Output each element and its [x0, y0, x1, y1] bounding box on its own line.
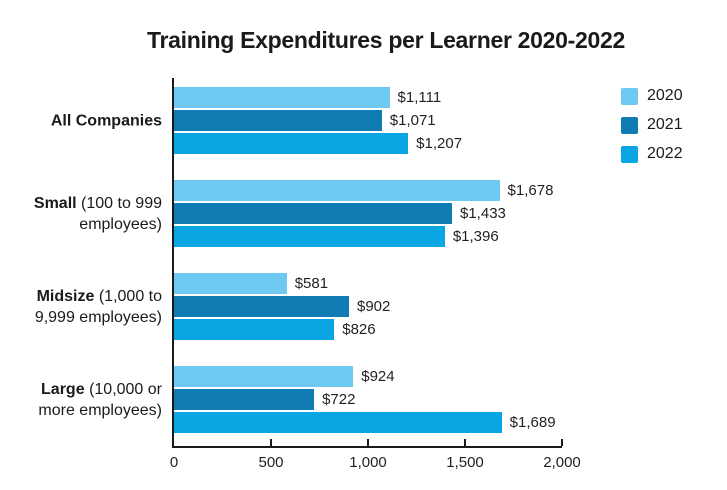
- bar-2022: [174, 226, 445, 247]
- bar-row-2022: $826: [174, 319, 562, 340]
- bar-2021: [174, 110, 382, 131]
- x-axis-tick: [561, 439, 563, 446]
- x-axis-tick: [464, 439, 466, 446]
- bar-row-2022: $1,689: [174, 412, 562, 433]
- legend-swatch-2021: [621, 116, 638, 134]
- bar-2020: [174, 273, 287, 294]
- bar-2020: [174, 180, 500, 201]
- category-label: Midsize (1,000 to 9,999 employees): [4, 286, 162, 328]
- legend-item-2020: 2020: [621, 87, 683, 105]
- legend-swatch-2022: [621, 145, 638, 163]
- bar-2021: [174, 203, 452, 224]
- x-axis-tick-label: 1,000: [349, 454, 387, 471]
- category-name: All Companies: [50, 112, 162, 129]
- bar-row-2020: $581: [174, 273, 562, 294]
- category-detail: (10,000 or more employees): [38, 380, 162, 419]
- bar-2021: [174, 389, 315, 410]
- bar-value-label: $1,071: [389, 112, 436, 129]
- bar-row-2020: $924: [174, 366, 562, 387]
- bar-value-label: $1,111: [397, 89, 442, 106]
- x-axis-tick-label: 0: [169, 454, 179, 471]
- bar-value-label: $1,433: [460, 205, 506, 222]
- bar-row-2022: $1,207: [174, 133, 562, 154]
- bar-2020: [174, 87, 390, 108]
- bar-value-label: $1,396: [452, 228, 499, 245]
- bar-value-label: $826: [342, 321, 376, 338]
- bar-row-2021: $902: [174, 296, 562, 317]
- category-label: Large (10,000 or more employees): [4, 379, 162, 421]
- legend-label: 2020: [647, 87, 683, 104]
- category-name: Small: [33, 194, 77, 212]
- category-label: Small (100 to 999 employees): [4, 193, 162, 235]
- bar-2022: [174, 133, 409, 154]
- x-axis-tick-label: 500: [258, 454, 284, 471]
- legend: 2020 2021 2022: [621, 87, 683, 174]
- bar-value-label: $902: [356, 298, 391, 315]
- category-detail: (100 to 999 employees): [79, 194, 162, 233]
- bar-row-2022: $1,396: [174, 226, 562, 247]
- x-axis-tick-label: 2,000: [543, 454, 581, 471]
- legend-item-2021: 2021: [621, 116, 683, 134]
- category-name: Large: [41, 380, 85, 398]
- bar-value-label: $581: [294, 275, 329, 292]
- bar-value-label: $1,678: [507, 182, 554, 199]
- category-detail: (1,000 to 9,999 employees): [34, 287, 162, 326]
- bar-value-label: $1,689: [509, 414, 556, 431]
- bar-row-2021: $722: [174, 389, 562, 410]
- bar-row-2020: $1,111: [174, 87, 562, 108]
- legend-swatch-2020: [621, 87, 638, 105]
- category-name: Midsize: [36, 287, 95, 305]
- legend-label: 2022: [647, 145, 683, 162]
- bar-row-2021: $1,433: [174, 203, 562, 224]
- plot-area: $1,111 $1,071 $1,207 $1,678 $1,433 $1,396 $581…: [170, 78, 581, 471]
- chart-title: Training Expenditures per Learner 2020-2…: [147, 27, 625, 53]
- bar-2021: [174, 296, 349, 317]
- legend-item-2022: 2022: [621, 145, 683, 163]
- bar-2022: [174, 319, 335, 340]
- x-axis-tick-label: 1,500: [446, 454, 484, 471]
- bar-2020: [174, 366, 354, 387]
- x-axis-tick: [270, 439, 272, 446]
- bar-value-label: $924: [361, 368, 395, 385]
- bar-row-2021: $1,071: [174, 110, 562, 131]
- bar-value-label: $722: [322, 391, 356, 408]
- bar-value-label: $1,207: [416, 135, 463, 152]
- category-label: All Companies: [4, 110, 162, 131]
- bar-row-2020: $1,678: [174, 180, 562, 201]
- x-axis-tick: [367, 439, 369, 446]
- legend-label: 2021: [647, 116, 683, 133]
- bar-2022: [174, 412, 502, 433]
